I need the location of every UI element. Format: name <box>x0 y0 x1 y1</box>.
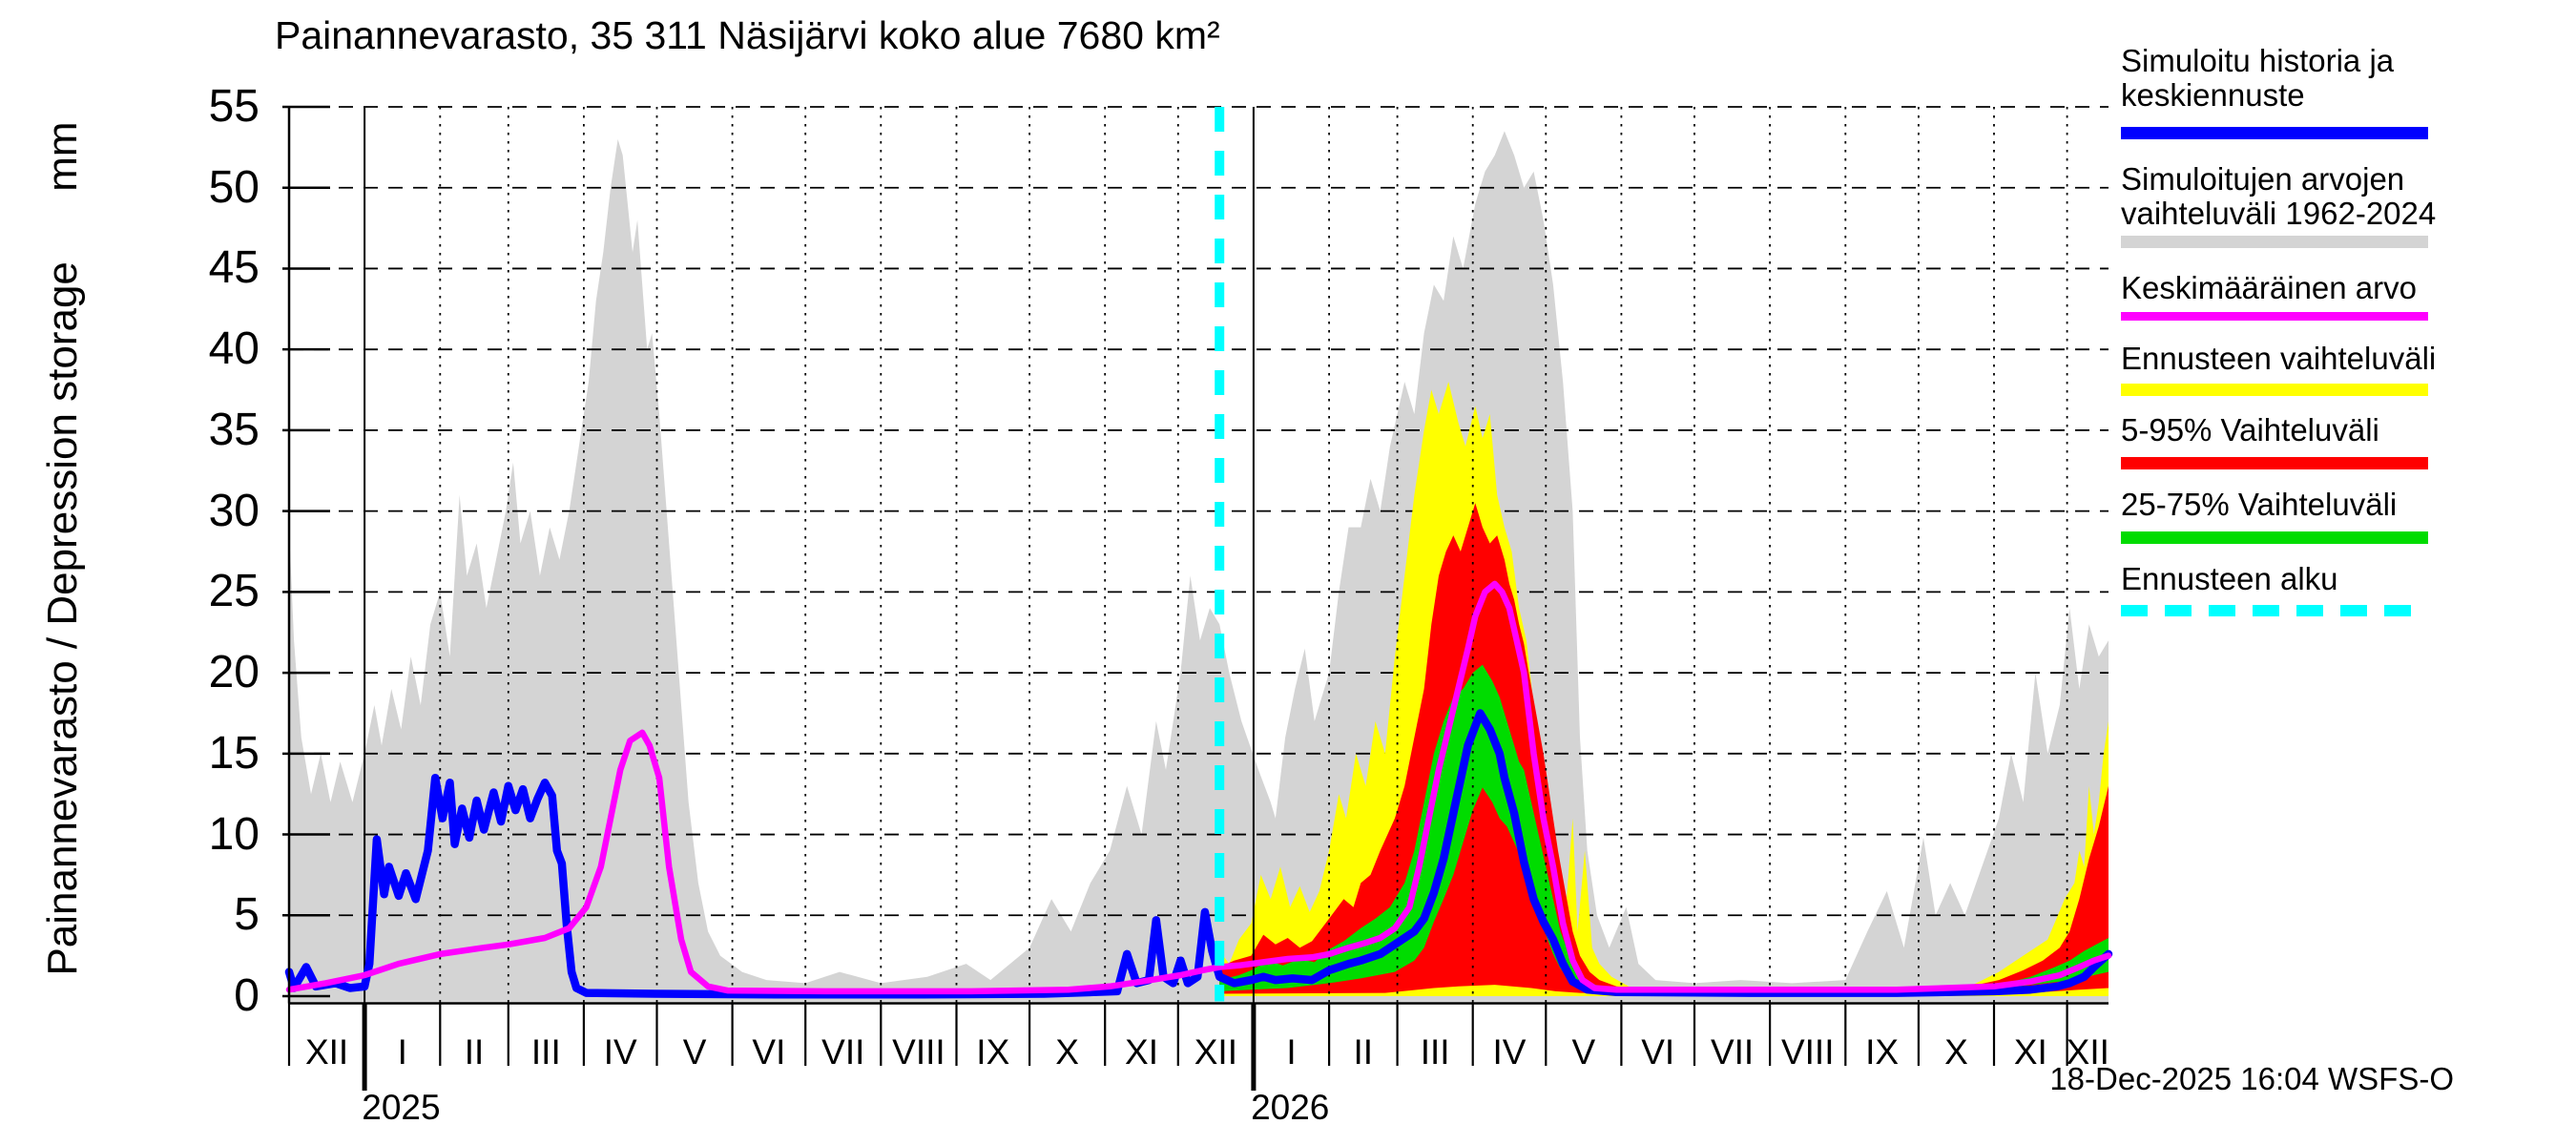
y-tick-label: 15 <box>208 727 260 779</box>
y-tick-label: 30 <box>208 485 260 536</box>
month-label: XI <box>2013 1032 2047 1072</box>
y-tick-label: 40 <box>208 323 260 375</box>
timestamp: 18-Dec-2025 16:04 WSFS-O <box>2049 1061 2454 1096</box>
legend-item-swatch <box>2121 312 2428 321</box>
legend-item-label: Keskimääräinen arvo <box>2121 270 2417 305</box>
month-label: VIII <box>892 1032 945 1072</box>
chart-title: Painannevarasto, 35 311 Näsijärvi koko a… <box>275 13 1220 57</box>
month-label: I <box>1286 1032 1297 1072</box>
month-label: II <box>464 1032 485 1072</box>
y-tick-label: 20 <box>208 647 260 698</box>
month-label: IV <box>1492 1032 1527 1072</box>
y-tick-label: 10 <box>208 808 260 860</box>
legend-item-swatch <box>2121 457 2428 469</box>
month-label: VII <box>821 1032 865 1072</box>
legend-item-swatch <box>2121 531 2428 544</box>
month-label: IX <box>1865 1032 1900 1072</box>
legend-item-swatch <box>2121 605 2428 616</box>
legend-item-swatch <box>2121 384 2428 396</box>
month-label: I <box>397 1032 407 1072</box>
month-label: VI <box>1641 1032 1675 1072</box>
month-label: X <box>1944 1032 1968 1072</box>
year-label: 2025 <box>362 1088 441 1127</box>
month-label: XII <box>2066 1032 2109 1072</box>
month-label: III <box>1420 1032 1450 1072</box>
month-label: XII <box>1194 1032 1237 1072</box>
month-label: II <box>1353 1032 1374 1072</box>
legend-item-label: Simuloitujen arvojen vaihteluväli 1962-2… <box>2121 161 2437 231</box>
y-axis-label: Painannevarasto / Depression storage mm <box>39 121 86 976</box>
legend-item-label: 25-75% Vaihteluväli <box>2121 487 2398 522</box>
y-tick-label: 5 <box>234 889 260 941</box>
legend-item-label: Ennusteen vaihteluväli <box>2121 341 2437 376</box>
month-label: V <box>1571 1032 1596 1072</box>
month-label: IV <box>603 1032 637 1072</box>
legend-item-label: Simuloitu historia ja keskiennuste <box>2121 43 2395 113</box>
month-label: XII <box>304 1032 349 1072</box>
legend-item-label: 5-95% Vaihteluväli <box>2121 412 2379 448</box>
y-tick-label: 50 <box>208 161 260 213</box>
legend-item-swatch <box>2121 236 2428 248</box>
month-label: XI <box>1125 1032 1158 1072</box>
legend-item-label: Ennusteen alku <box>2121 561 2338 596</box>
month-label: V <box>682 1032 707 1072</box>
month-label: X <box>1055 1032 1079 1072</box>
y-tick-label: 25 <box>208 566 260 617</box>
y-tick-label: 45 <box>208 242 260 294</box>
month-label: VIII <box>1780 1032 1835 1072</box>
month-label: VI <box>752 1032 786 1072</box>
y-tick-label: 55 <box>208 81 260 132</box>
year-label: 2026 <box>1251 1088 1330 1127</box>
month-label: IX <box>976 1032 1010 1072</box>
y-tick-label: 0 <box>234 970 260 1021</box>
legend-item-swatch <box>2121 127 2428 139</box>
month-label: III <box>530 1032 561 1072</box>
month-label: VII <box>1710 1032 1755 1072</box>
y-tick-label: 35 <box>208 404 260 455</box>
